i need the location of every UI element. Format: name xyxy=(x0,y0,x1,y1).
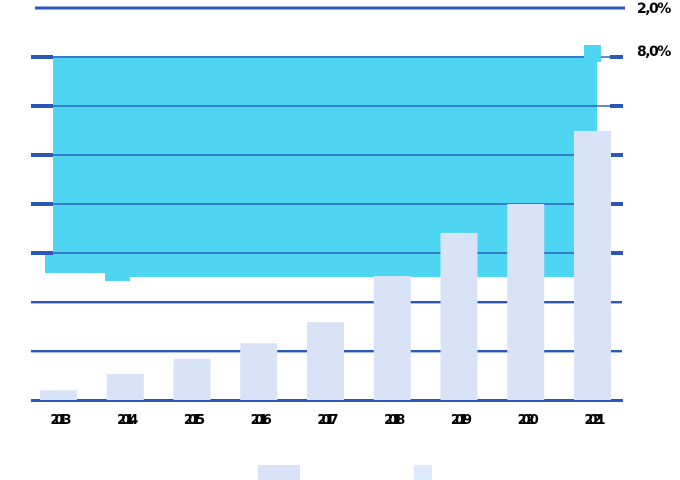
bar xyxy=(40,390,77,400)
right-axis-label: 8,0% xyxy=(637,44,671,60)
legend-swatch-bar xyxy=(258,465,300,480)
gridline xyxy=(31,56,622,58)
x-axis-label: 2014 xyxy=(117,413,138,428)
x-axis-label: 2018 xyxy=(384,413,405,428)
legend-swatch-bar-alt xyxy=(414,465,432,480)
axis-tick-right xyxy=(610,202,623,206)
axis-tick-right xyxy=(610,251,623,255)
gridline xyxy=(31,154,622,156)
x-axis-label: 2015 xyxy=(183,413,205,428)
bar xyxy=(240,343,278,400)
bar xyxy=(574,130,611,401)
axis-tick-left xyxy=(31,202,53,206)
axis-tick-left xyxy=(31,251,53,255)
gridline xyxy=(31,252,622,254)
bar xyxy=(507,204,545,400)
bar xyxy=(440,232,478,400)
x-axis-label: 2017 xyxy=(317,413,338,428)
x-axis-label: 2019 xyxy=(450,413,472,428)
axis-tick-left xyxy=(31,153,53,157)
x-axis-label: 2020 xyxy=(517,413,539,428)
axis-tick-right xyxy=(610,55,623,59)
x-axis-label: 2013 xyxy=(50,413,71,428)
x-axis-label: 2016 xyxy=(250,413,272,428)
bar xyxy=(106,374,144,400)
x-axis-label: 2021 xyxy=(584,413,605,428)
axis-tick-left xyxy=(31,104,53,108)
bar xyxy=(373,276,411,400)
axis-tick-right xyxy=(610,153,623,157)
axis-tick-right xyxy=(610,104,623,108)
gridline xyxy=(31,301,622,304)
gridline-top xyxy=(35,6,625,10)
right-axis-label: 2,0% xyxy=(637,1,671,17)
axis-baseline xyxy=(31,399,623,402)
gridline xyxy=(31,105,622,107)
bar xyxy=(173,358,211,400)
axis-tick-left xyxy=(31,55,53,59)
area-series xyxy=(45,56,597,281)
gridline xyxy=(31,203,622,205)
area-peak-marker xyxy=(584,44,601,62)
bar xyxy=(307,322,344,400)
